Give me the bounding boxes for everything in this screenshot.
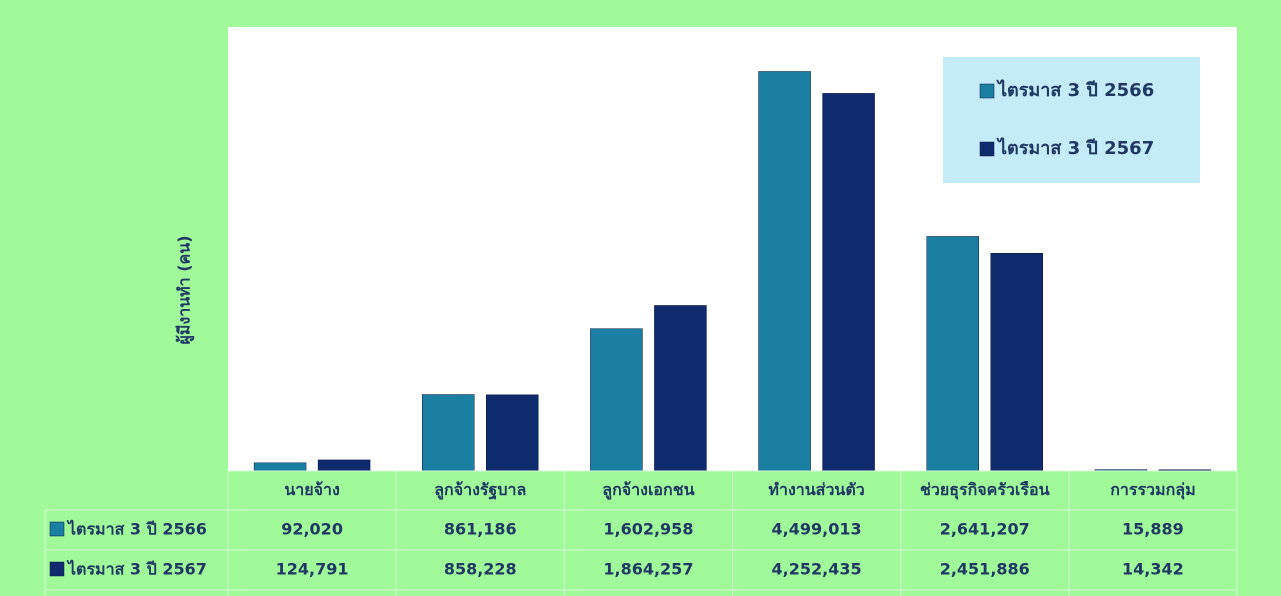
y-axis-label: ผู้มีงานทำ (คน) xyxy=(175,235,196,344)
bar xyxy=(253,462,307,472)
legend-key xyxy=(979,141,995,157)
table-cell: 861,186 xyxy=(444,520,517,539)
table-cell: 1,864,257 xyxy=(603,560,693,579)
category-label: การรวมกลุ่ม xyxy=(1110,480,1195,500)
bar xyxy=(758,71,811,472)
table-cell: 14,342 xyxy=(1122,560,1184,579)
row-header: ไตรมาส 3 ปี 2566 xyxy=(66,520,207,539)
table-cell: 15,889 xyxy=(1122,520,1184,539)
bar xyxy=(590,328,643,472)
legend-label: ไตรมาส 3 ปี 2566 xyxy=(996,79,1154,101)
category-label: ลูกจ้างเอกชน xyxy=(602,480,694,501)
bar xyxy=(926,236,979,472)
bar xyxy=(990,253,1043,472)
category-label: นายจ้าง xyxy=(284,480,339,499)
legend-key xyxy=(49,561,65,577)
category-label: ลูกจ้างรัฐบาล xyxy=(434,480,526,501)
category-label: ทำงานส่วนตัว xyxy=(768,480,864,499)
row-header: ไตรมาส 3 ปี 2567 xyxy=(66,560,207,579)
table-cell: 124,791 xyxy=(276,560,349,579)
legend-label: ไตรมาส 3 ปี 2567 xyxy=(996,137,1154,159)
table-cell: 858,228 xyxy=(444,560,517,579)
bar xyxy=(317,459,371,472)
bar xyxy=(654,305,707,472)
bar xyxy=(422,394,475,472)
bar xyxy=(486,394,539,472)
table-cell: 2,641,207 xyxy=(940,520,1030,539)
table-cell: 2,451,886 xyxy=(940,560,1030,579)
legend-box xyxy=(943,57,1200,183)
table-cell: 1,602,958 xyxy=(603,520,693,539)
legend-key xyxy=(49,521,65,537)
table-cell: 92,020 xyxy=(281,520,343,539)
legend-key xyxy=(979,83,995,99)
table-cell: 4,252,435 xyxy=(772,560,862,579)
category-label: ช่วยธุรกิจครัวเรือน xyxy=(920,480,1050,500)
bar xyxy=(822,93,875,472)
table-cell: 4,499,013 xyxy=(772,520,862,539)
